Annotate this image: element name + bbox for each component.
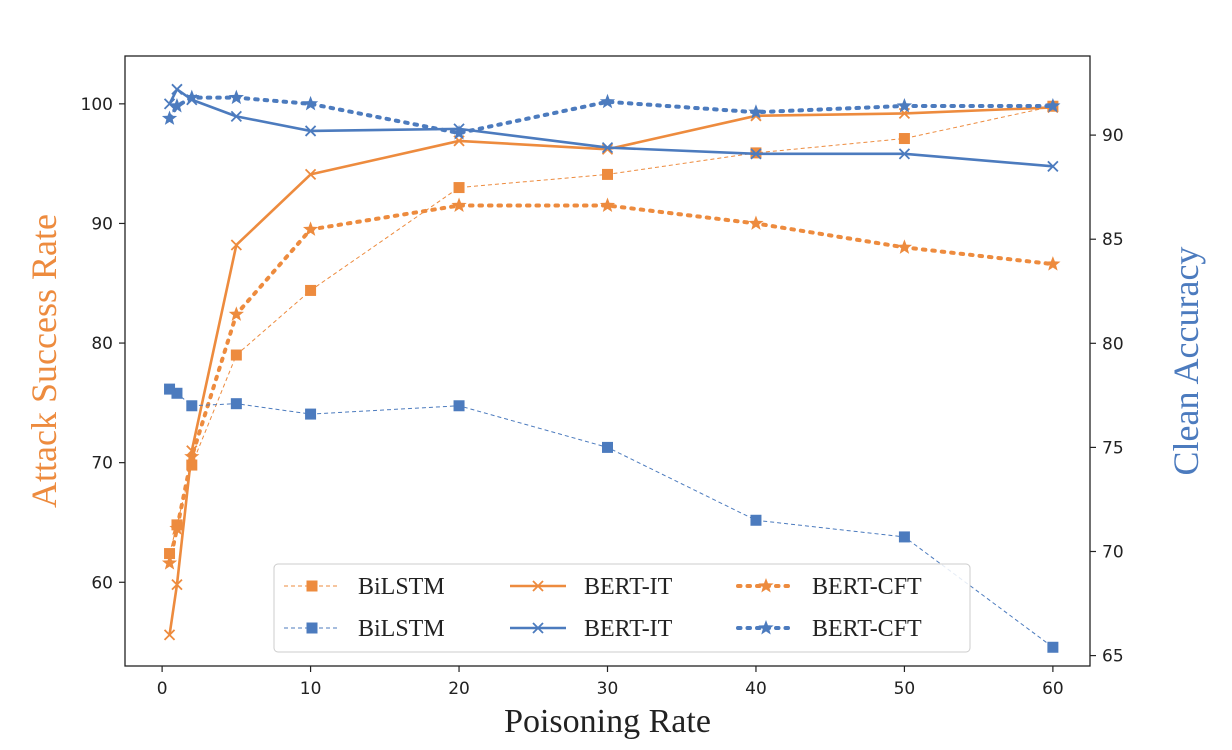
data-point xyxy=(748,104,764,119)
x-axis-title: Poisoning Rate xyxy=(504,703,711,740)
data-point xyxy=(169,520,185,535)
x-tick-label: 20 xyxy=(448,679,470,699)
y-left-axis-title: Attack Success Rate xyxy=(24,214,64,508)
series-line xyxy=(169,105,1053,554)
series-line xyxy=(167,95,1055,136)
y-left-tick-label: 100 xyxy=(81,95,113,115)
y-right-tick-label: 75 xyxy=(1102,438,1124,458)
series-left-bert-cft xyxy=(161,197,1061,570)
data-point xyxy=(230,239,242,251)
data-point xyxy=(186,459,198,471)
legend-swatch-marker xyxy=(758,578,774,593)
legend-label: BERT-CFT xyxy=(812,574,922,600)
series-right-bilstm xyxy=(164,383,1059,653)
data-point xyxy=(230,398,242,410)
data-point xyxy=(1045,256,1061,271)
data-point xyxy=(451,125,467,140)
data-point xyxy=(163,98,176,110)
series-right-bert-cft xyxy=(161,89,1061,140)
legend-frame xyxy=(273,563,971,653)
legend-label: BiLSTM xyxy=(358,616,445,642)
data-point xyxy=(169,97,185,113)
legend-label: BiLSTM xyxy=(358,574,445,600)
data-point xyxy=(304,168,317,181)
y-left-tick-label: 80 xyxy=(91,334,113,354)
series-line xyxy=(168,106,1053,636)
data-point xyxy=(451,197,467,212)
legend-swatch-marker xyxy=(532,622,544,634)
data-point xyxy=(1047,160,1059,172)
legend-swatch-marker xyxy=(758,620,774,635)
series-left-bilstm xyxy=(164,100,1059,560)
data-point xyxy=(599,197,616,212)
data-point xyxy=(230,349,242,361)
legend-label: BERT-IT xyxy=(584,574,673,600)
data-point xyxy=(305,408,317,420)
data-point xyxy=(164,383,176,395)
y-right-tick-label: 90 xyxy=(1102,126,1124,146)
data-point xyxy=(230,110,242,123)
plot-area: 0 10 20 30 40 50 60 60 70 80 90 100 65 70 75 80 85 90 Pois… xyxy=(24,55,1206,740)
data-point xyxy=(161,110,178,125)
data-point xyxy=(171,83,183,95)
series-left-bert-it xyxy=(163,101,1059,641)
data-point xyxy=(896,239,913,254)
x-tick-label: 30 xyxy=(597,679,619,699)
data-point xyxy=(171,579,183,591)
data-point xyxy=(453,400,465,412)
data-point xyxy=(599,93,616,109)
y-left-tick-label: 90 xyxy=(91,214,113,234)
data-point xyxy=(228,306,244,321)
y-left-tick-label: 60 xyxy=(91,573,113,593)
legend: BiLSTM BERT-IT BERT-CFT BiLSTM BERT-IT BERT-C… xyxy=(273,563,971,653)
data-point xyxy=(748,215,764,230)
data-point xyxy=(184,89,200,105)
data-point xyxy=(184,448,200,464)
legend-label: BERT-IT xyxy=(584,616,673,642)
data-point xyxy=(898,133,910,145)
x-tick-label: 40 xyxy=(745,679,767,699)
data-point xyxy=(186,400,198,412)
x-tick-label: 10 xyxy=(300,679,322,699)
data-point xyxy=(304,125,317,137)
legend-swatch-marker xyxy=(306,622,318,634)
data-point xyxy=(1045,97,1061,113)
y-left-tick-label: 70 xyxy=(91,454,113,474)
data-point xyxy=(898,531,910,543)
data-point xyxy=(602,441,613,453)
data-point xyxy=(898,148,911,160)
data-point xyxy=(896,97,913,113)
y-right-tick-label: 85 xyxy=(1102,230,1124,250)
data-point xyxy=(302,95,319,111)
x-tick-label: 50 xyxy=(894,679,916,699)
series-right-bert-it xyxy=(163,83,1059,172)
y-right-tick-label: 65 xyxy=(1102,647,1124,667)
data-point xyxy=(1047,641,1059,653)
data-point xyxy=(750,514,762,526)
data-point xyxy=(164,548,176,560)
data-point xyxy=(453,182,465,194)
data-point xyxy=(161,555,178,570)
x-tick-label: 0 xyxy=(157,679,168,699)
legend-label: BERT-CFT xyxy=(812,616,922,642)
y-right-tick-label: 70 xyxy=(1102,542,1124,562)
data-point xyxy=(228,89,244,105)
data-point xyxy=(171,387,183,399)
series-line xyxy=(167,203,1055,566)
data-point xyxy=(163,629,176,641)
x-tick-label: 60 xyxy=(1042,679,1064,699)
y-right-tick-label: 80 xyxy=(1102,334,1124,354)
legend-swatch-marker xyxy=(306,580,318,592)
data-point xyxy=(601,141,614,154)
data-point xyxy=(305,284,317,296)
data-point xyxy=(750,148,762,160)
legend-swatch-marker xyxy=(532,580,544,592)
series-line xyxy=(168,88,1053,168)
y-right-axis-title: Clean Accuracy xyxy=(1166,247,1206,476)
data-point xyxy=(302,221,319,236)
data-point xyxy=(602,168,613,180)
